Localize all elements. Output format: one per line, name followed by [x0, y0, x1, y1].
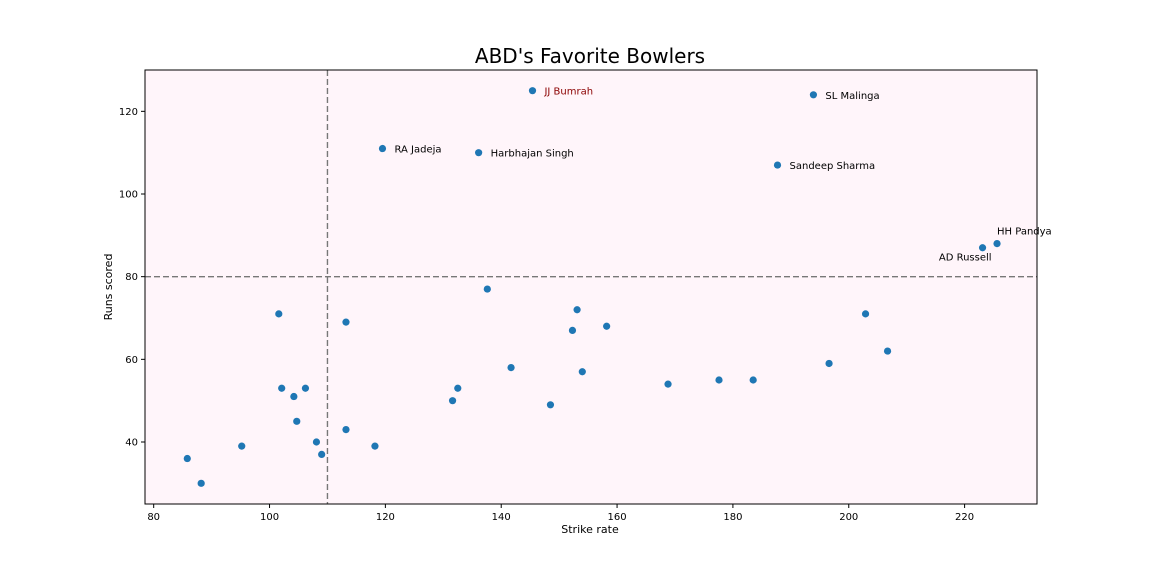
y-tick-label: 100: [119, 190, 138, 201]
axes-frame: [144, 69, 1038, 505]
data-point: [773, 161, 782, 169]
point-label: HH Pandya: [997, 227, 1052, 238]
data-point: [318, 450, 326, 458]
plot-background: [145, 70, 1037, 504]
data-point: [483, 285, 491, 293]
data-point: [293, 417, 301, 425]
x-tick-label: 220: [955, 512, 974, 523]
data-point: [664, 380, 672, 388]
data-point: [568, 326, 577, 334]
x-tick-label: 200: [839, 512, 858, 523]
data-point: [475, 149, 483, 157]
x-tick-label: 100: [260, 512, 279, 523]
data-point: [342, 318, 350, 326]
data-point: [883, 347, 892, 355]
x-tick-label: 120: [376, 512, 395, 523]
data-point: [715, 376, 723, 384]
data-point: [448, 397, 457, 405]
y-tick-label: 40: [125, 438, 138, 449]
y-tick-label: 80: [125, 272, 138, 283]
y-tick-label: 120: [119, 107, 138, 118]
data-point: [861, 310, 870, 318]
data-point: [197, 479, 205, 487]
x-tick-label: 180: [723, 512, 742, 523]
plot-area: JJ Bumrah SL Malinga RA Jadeja Harbhajan Si…: [119, 69, 1052, 523]
data-point: [507, 364, 515, 372]
x-tick-label: 140: [492, 512, 511, 523]
data-point: [290, 392, 298, 401]
data-point: [825, 359, 833, 368]
data-point: [312, 438, 321, 446]
y-tick-label: 60: [125, 355, 138, 366]
data-point: [603, 322, 611, 330]
data-point: [454, 384, 462, 392]
x-axis-label: Strike rate: [561, 523, 619, 536]
data-point: [978, 244, 987, 252]
point-label: RA Jadeja: [394, 145, 441, 156]
data-point: [278, 384, 286, 392]
data-point: [573, 306, 581, 314]
data-point: [378, 144, 387, 153]
data-point: [238, 442, 246, 450]
point-label: JJ Bumrah: [543, 87, 593, 98]
data-point: [528, 87, 537, 95]
data-point: [749, 376, 757, 384]
x-tick-label: 80: [147, 512, 160, 523]
chart-title: ABD's Favorite Bowlers: [475, 44, 705, 68]
data-point: [578, 368, 586, 376]
point-label: AD Russell: [939, 253, 992, 264]
point-label: Harbhajan Singh: [491, 149, 574, 160]
point-label: SL Malinga: [825, 91, 879, 102]
data-point: [371, 442, 379, 450]
data-point: [275, 310, 283, 318]
data-point: [546, 401, 555, 409]
data-point: [809, 91, 818, 99]
point-label: Sandeep Sharma: [790, 161, 876, 172]
y-axis-label: Runs scored: [102, 254, 115, 321]
data-point: [183, 454, 191, 463]
data-point: [301, 384, 310, 392]
x-tick-label: 160: [608, 512, 627, 523]
data-point: [342, 426, 350, 434]
data-point: [993, 240, 1001, 248]
